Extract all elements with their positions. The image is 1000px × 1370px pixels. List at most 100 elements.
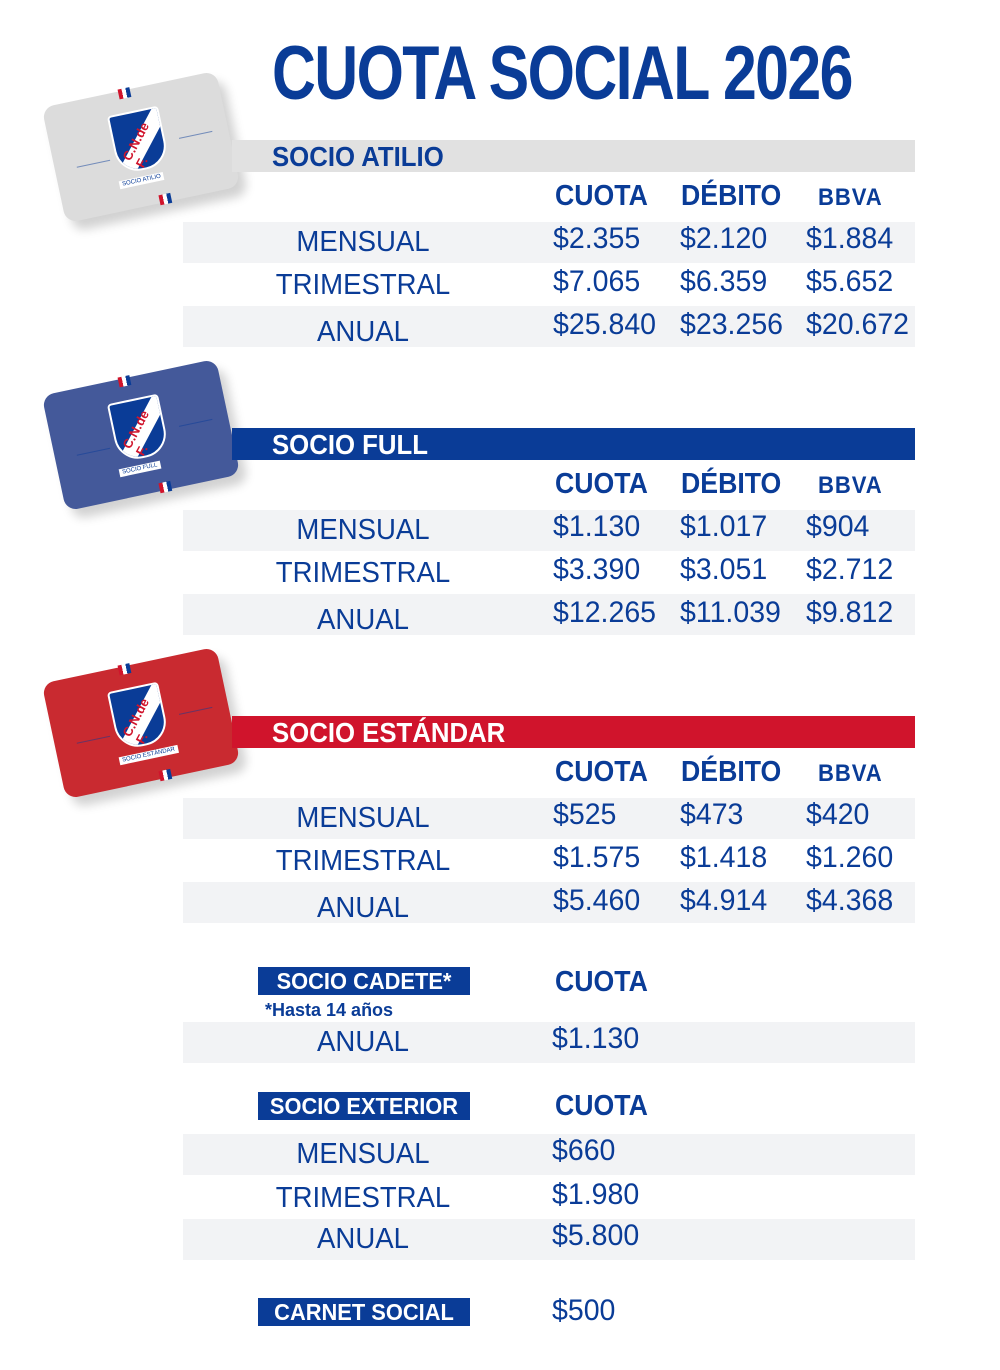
debito-value: $4.914 xyxy=(680,884,768,917)
bbva-value: $5.652 xyxy=(806,265,894,298)
row-label: MENSUAL xyxy=(296,514,430,546)
cuota-value: $1.575 xyxy=(553,841,641,874)
flag-stripe xyxy=(158,480,173,494)
row-label: MENSUAL xyxy=(296,802,430,834)
tier-section: C.N.de F. SOCIO FULL SOCIO FULL CUOTA DÉBITO… xyxy=(0,358,1000,716)
bbva-value: $420 xyxy=(806,798,870,831)
price-row-trimestral: TRIMESTRAL $1.575 $1.418 $1.260 xyxy=(183,841,915,882)
debito-value: $1.017 xyxy=(680,510,768,543)
cadete-row-anual: ANUAL $1.130 xyxy=(183,1022,915,1063)
cuota-value: $525 xyxy=(553,798,617,831)
row-label: ANUAL xyxy=(317,604,409,636)
row-label: MENSUAL xyxy=(296,1138,430,1170)
price-row-mensual: MENSUAL $525 $473 $420 xyxy=(183,798,915,839)
debito-value: $11.039 xyxy=(680,596,781,629)
cadete-note: *Hasta 14 años xyxy=(265,1000,394,1020)
signature-icon xyxy=(72,140,111,168)
bbva-value: $1.884 xyxy=(806,222,894,255)
bbva-value: $2.712 xyxy=(806,553,894,586)
debito-header: DÉBITO xyxy=(681,756,782,788)
flag-stripe xyxy=(158,768,173,782)
price-row-mensual: MENSUAL $2.355 $2.120 $1.884 xyxy=(183,222,915,263)
cuota-header: CUOTA xyxy=(555,180,648,212)
debito-header: DÉBITO xyxy=(681,468,782,500)
exterior-title: SOCIO EXTERIOR xyxy=(269,1093,459,1119)
debito-value: $3.051 xyxy=(680,553,768,586)
tier-header-bar: SOCIO ESTÁNDAR xyxy=(232,716,915,748)
price-row-trimestral: TRIMESTRAL $7.065 $6.359 $5.652 xyxy=(183,265,915,306)
cuota-value: $5.800 xyxy=(552,1219,640,1252)
membership-card-image: C.N.de F. SOCIO ATILIO xyxy=(41,70,241,224)
flag-stripe xyxy=(158,192,173,206)
flag-stripe xyxy=(117,375,132,388)
cuota-value: $2.355 xyxy=(553,222,641,255)
bbva-value: $9.812 xyxy=(806,596,894,629)
debito-value: $23.256 xyxy=(680,308,784,341)
bbva-value: $904 xyxy=(806,510,870,543)
signature-icon xyxy=(174,687,213,715)
row-label: ANUAL xyxy=(317,316,409,348)
card-tag: SOCIO ESTÁNDAR xyxy=(118,744,179,766)
cuota-header: CUOTA xyxy=(555,468,648,500)
exterior-label-box: SOCIO EXTERIOR xyxy=(258,1092,470,1120)
tier-title: SOCIO ESTÁNDAR xyxy=(272,717,506,748)
cadete-cuota-header: CUOTA xyxy=(555,966,648,998)
bbva-logo: BBVA xyxy=(818,472,883,499)
debito-value: $1.418 xyxy=(680,841,768,874)
debito-value: $6.359 xyxy=(680,265,768,298)
cuota-value: $5.460 xyxy=(553,884,641,917)
cuota-value: $1.980 xyxy=(552,1178,640,1211)
flag-stripe xyxy=(117,663,132,676)
price-row-anual: ANUAL $25.840 $23.256 $20.672 xyxy=(183,306,915,348)
price-row-mensual: MENSUAL $1.130 $1.017 $904 xyxy=(183,510,915,551)
tier-title: SOCIO FULL xyxy=(272,429,428,460)
exterior-row-anual: ANUAL $5.800 xyxy=(183,1219,915,1260)
cuota-header: CUOTA xyxy=(555,756,648,788)
card-tag: SOCIO FULL xyxy=(118,460,162,478)
row-label: MENSUAL xyxy=(296,226,430,258)
debito-value: $2.120 xyxy=(680,222,768,255)
tier-header-bar: SOCIO FULL xyxy=(232,428,915,460)
bbva-logo: BBVA xyxy=(818,184,883,211)
row-label: ANUAL xyxy=(317,1223,409,1255)
exterior-cuota-header: CUOTA xyxy=(555,1090,648,1122)
cuota-value: $660 xyxy=(552,1134,616,1167)
tier-header-bar: SOCIO ATILIO xyxy=(232,140,915,172)
club-shield-icon: C.N.de F. xyxy=(106,393,171,464)
price-row-anual: ANUAL $12.265 $11.039 $9.812 xyxy=(183,594,915,636)
bbva-value: $4.368 xyxy=(806,884,894,917)
tier-section: C.N.de F. SOCIO ESTÁNDAR SOCIO ESTÁNDAR CUO… xyxy=(0,646,1000,1004)
cuota-value: $25.840 xyxy=(553,308,657,341)
card-tag: SOCIO ATILIO xyxy=(118,171,165,190)
exterior-row-mensual: MENSUAL $660 xyxy=(183,1134,915,1175)
cuota-value: $1.130 xyxy=(553,510,641,543)
cuota-value: $12.265 xyxy=(553,596,657,629)
carnet-label-box: CARNET SOCIAL xyxy=(258,1298,470,1326)
carnet-price: $500 xyxy=(552,1294,616,1327)
debito-header: DÉBITO xyxy=(681,180,782,212)
row-label: ANUAL xyxy=(317,892,409,924)
signature-icon xyxy=(174,399,213,427)
club-shield-icon: C.N.de F. xyxy=(106,105,171,176)
exterior-row-trimestral: TRIMESTRAL $1.980 xyxy=(183,1178,915,1219)
club-shield-icon: C.N.de F. xyxy=(106,681,171,752)
tier-title: SOCIO ATILIO xyxy=(272,141,444,172)
price-row-trimestral: TRIMESTRAL $3.390 $3.051 $2.712 xyxy=(183,553,915,594)
cuota-value: $7.065 xyxy=(553,265,641,298)
debito-value: $473 xyxy=(680,798,744,831)
row-label: TRIMESTRAL xyxy=(275,557,451,589)
signature-icon xyxy=(174,111,213,139)
page-title: CUOTA SOCIAL 2026 xyxy=(272,31,853,116)
row-label: ANUAL xyxy=(317,1026,409,1058)
row-label: TRIMESTRAL xyxy=(275,1182,451,1214)
cadete-title: SOCIO CADETE* xyxy=(276,968,452,994)
bbva-logo: BBVA xyxy=(818,760,883,787)
row-label: TRIMESTRAL xyxy=(275,269,451,301)
cadete-label-box: SOCIO CADETE* xyxy=(258,967,470,995)
signature-icon xyxy=(72,716,111,744)
price-row-anual: ANUAL $5.460 $4.914 $4.368 xyxy=(183,882,915,924)
signature-icon xyxy=(72,428,111,456)
cuota-value: $1.130 xyxy=(552,1022,640,1055)
row-label: TRIMESTRAL xyxy=(275,845,451,877)
carnet-title: CARNET SOCIAL xyxy=(274,1299,454,1325)
